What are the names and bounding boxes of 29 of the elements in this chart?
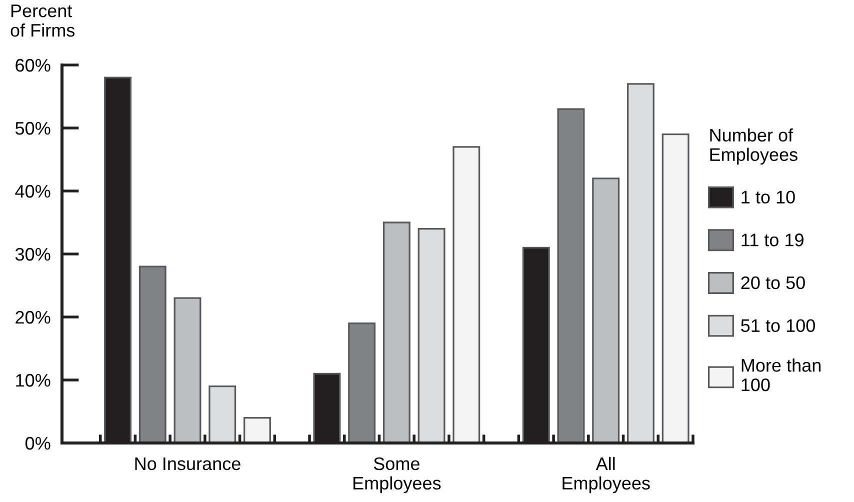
bar [208,385,236,443]
legend-label: 51 to 100 [741,319,815,332]
x-tick-label: All Employees [562,456,650,494]
legend-title: Number of Employees [710,128,798,165]
x-tick-label: No Insurance [135,458,240,470]
legend-label: 1 to 10 [742,190,795,204]
y-tick-label: 40% [15,184,50,198]
bar [557,108,585,443]
legend-label: 20 to 50 [741,276,805,290]
legend-label: 11 to 19 [742,234,804,246]
bar [243,416,271,443]
y-axis-title: Percent of Firms [10,4,75,37]
y-tick-label: 30% [15,248,50,261]
y-tick-label: 50% [15,122,50,135]
y-tick-label: 10% [16,374,50,387]
bar [382,222,410,443]
legend-label: More than 100 [742,358,820,392]
x-tick-label: Some Employees [354,457,441,494]
bar [138,266,166,443]
bar [418,228,446,443]
bar [174,297,202,443]
bar [592,178,620,443]
bar [626,83,654,443]
bar [662,133,690,443]
y-tick-label: 0% [26,436,50,450]
bar [348,322,376,443]
y-tick-label: 60% [16,58,50,72]
y-tick-label: 20% [16,310,50,324]
bar [452,146,480,443]
